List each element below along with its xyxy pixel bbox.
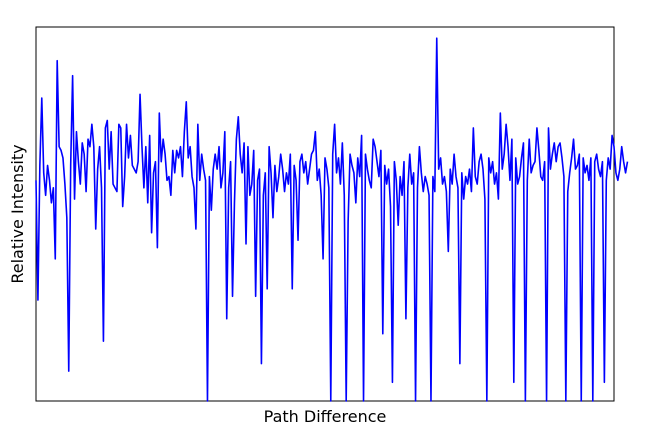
x-axis-label: Path Difference [264,407,387,426]
y-axis-label: Relative Intensity [8,144,27,283]
series-line-layer [35,37,629,402]
plot-area-frame [35,26,615,402]
series-line-0 [35,37,629,402]
